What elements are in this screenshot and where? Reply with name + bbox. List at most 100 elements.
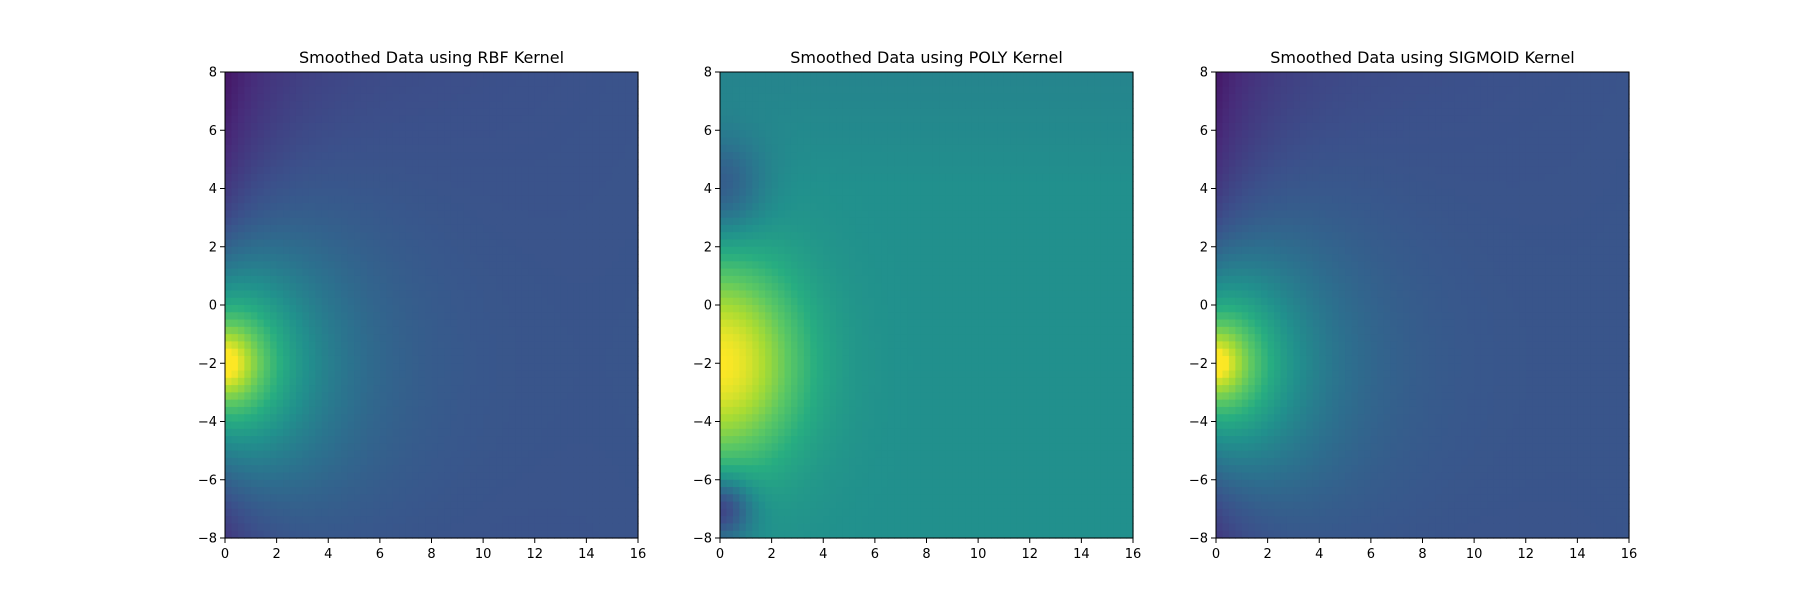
heatmap-cell bbox=[599, 254, 607, 262]
heatmap-cell bbox=[225, 224, 233, 233]
heatmap-cell bbox=[612, 443, 620, 452]
heatmap-cell bbox=[605, 239, 613, 248]
heatmap-cell bbox=[605, 443, 613, 452]
heatmap-cell bbox=[412, 195, 420, 204]
heatmap-cell bbox=[476, 108, 484, 117]
heatmap-cell bbox=[321, 436, 329, 444]
heatmap-cell bbox=[567, 392, 575, 401]
heatmap-cell bbox=[483, 530, 491, 539]
heatmap-cell bbox=[528, 487, 536, 495]
heatmap-cell bbox=[541, 341, 549, 350]
heatmap-cell bbox=[457, 130, 465, 139]
heatmap-cell bbox=[476, 501, 484, 510]
heatmap-cell bbox=[405, 385, 413, 393]
heatmap-cell bbox=[308, 261, 316, 270]
heatmap-cell bbox=[386, 246, 394, 255]
heatmap-cell bbox=[926, 79, 934, 88]
heatmap-cell bbox=[599, 516, 607, 525]
heatmap-cell bbox=[244, 268, 252, 277]
heatmap-cell bbox=[263, 130, 271, 139]
heatmap-cell bbox=[1126, 115, 1134, 124]
heatmap-cell bbox=[225, 370, 233, 379]
heatmap-cell bbox=[321, 406, 329, 415]
heatmap-cell bbox=[341, 254, 349, 262]
heatmap-cell bbox=[437, 421, 445, 430]
heatmap-cell bbox=[399, 101, 407, 110]
heatmap-cell bbox=[592, 232, 600, 241]
heatmap-cell bbox=[907, 86, 915, 95]
heatmap-cell bbox=[874, 101, 882, 110]
heatmap-cell bbox=[470, 385, 478, 393]
heatmap-cell bbox=[425, 115, 433, 124]
heatmap-cell bbox=[920, 159, 928, 168]
heatmap-cell bbox=[399, 436, 407, 444]
heatmap-cell bbox=[534, 457, 542, 466]
heatmap-cell bbox=[437, 224, 445, 233]
heatmap-cell bbox=[508, 86, 516, 95]
heatmap-cell bbox=[373, 72, 381, 80]
heatmap-cell bbox=[295, 195, 304, 204]
heatmap-cell bbox=[515, 239, 523, 248]
heatmap-cell bbox=[605, 465, 613, 474]
heatmap-cell bbox=[752, 159, 760, 168]
heatmap-cell bbox=[790, 130, 799, 139]
heatmap-cell bbox=[444, 457, 452, 466]
heatmap-cell bbox=[868, 152, 876, 160]
heatmap-cell bbox=[315, 428, 323, 437]
heatmap-cell bbox=[289, 210, 297, 219]
heatmap-cell bbox=[496, 355, 504, 364]
heatmap-cell bbox=[752, 166, 760, 175]
heatmap-cell bbox=[605, 516, 613, 525]
heatmap-cell bbox=[276, 421, 284, 430]
heatmap-cell bbox=[1029, 72, 1037, 80]
heatmap-cell bbox=[283, 210, 291, 219]
heatmap-cell bbox=[450, 93, 458, 102]
heatmap-cell bbox=[515, 297, 523, 306]
heatmap-cell bbox=[521, 254, 529, 262]
heatmap-cell bbox=[276, 487, 284, 495]
heatmap-cell bbox=[237, 450, 245, 459]
heatmap-cell bbox=[515, 268, 523, 277]
heatmap-cell bbox=[1010, 144, 1018, 153]
heatmap-cell bbox=[618, 508, 626, 517]
heatmap-cell bbox=[270, 232, 278, 241]
heatmap-cell bbox=[599, 385, 607, 393]
heatmap-cell bbox=[1003, 101, 1011, 110]
heatmap-cell bbox=[823, 115, 831, 124]
heatmap-cell bbox=[836, 93, 844, 102]
heatmap-cell bbox=[631, 101, 639, 110]
heatmap-cell bbox=[334, 203, 342, 211]
heatmap-cell bbox=[1062, 159, 1070, 168]
heatmap-cell bbox=[237, 472, 245, 481]
heatmap-cell bbox=[726, 86, 734, 95]
heatmap-cell bbox=[276, 101, 284, 110]
heatmap-cell bbox=[476, 232, 484, 241]
heatmap-cell bbox=[952, 86, 960, 95]
heatmap-cell bbox=[612, 370, 620, 379]
heatmap-cell bbox=[418, 101, 426, 110]
heatmap-cell bbox=[810, 115, 818, 124]
heatmap-cell bbox=[263, 479, 271, 488]
heatmap-cell bbox=[315, 268, 323, 277]
heatmap-cell bbox=[250, 108, 258, 117]
heatmap-cell bbox=[586, 290, 594, 299]
heatmap-cell bbox=[431, 501, 439, 510]
heatmap-cell bbox=[283, 377, 291, 386]
heatmap-cell bbox=[470, 290, 478, 299]
heatmap-cell bbox=[405, 421, 413, 430]
heatmap-cell bbox=[894, 152, 902, 160]
heatmap-cell bbox=[418, 523, 426, 532]
heatmap-cell bbox=[257, 436, 265, 444]
heatmap-cell bbox=[618, 79, 626, 88]
heatmap-cell bbox=[521, 203, 529, 211]
heatmap-cell bbox=[283, 406, 291, 415]
heatmap-cell bbox=[450, 472, 458, 481]
heatmap-cell bbox=[373, 290, 381, 299]
heatmap-cell bbox=[328, 385, 336, 393]
heatmap-cell bbox=[1055, 101, 1063, 110]
heatmap-cell bbox=[373, 115, 381, 124]
heatmap-cell bbox=[302, 268, 310, 277]
heatmap-cell bbox=[605, 421, 613, 430]
heatmap-cell bbox=[315, 399, 323, 408]
heatmap-cell bbox=[881, 115, 889, 124]
